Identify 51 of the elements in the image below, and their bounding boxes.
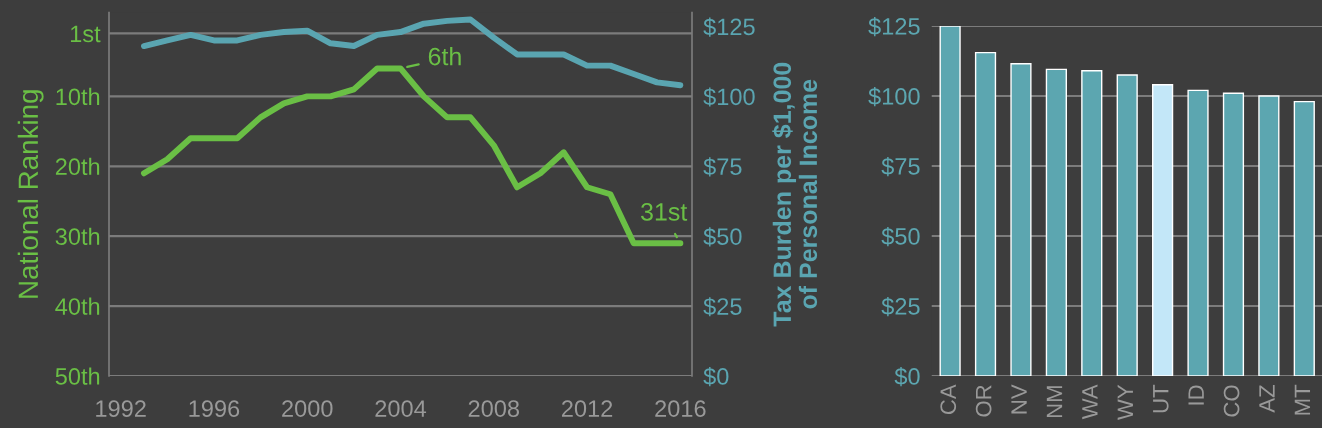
bar	[1187, 89, 1209, 376]
x-tick-label: 2004	[375, 400, 427, 417]
x-tick-label: UT	[1153, 384, 1169, 413]
bar	[1045, 68, 1067, 376]
bar	[939, 26, 961, 376]
x-tick-label: ID	[1188, 385, 1204, 405]
bar	[1258, 95, 1280, 376]
x-tick-label: CO	[1223, 385, 1240, 417]
y-tick-label: $50	[881, 227, 920, 247]
y-axis-title: National Ranking	[17, 90, 44, 298]
bar	[1152, 84, 1174, 376]
x-tick-label: MT	[1294, 384, 1311, 415]
y-tick-label: $0	[894, 367, 920, 387]
x-tick-label: 1996	[189, 400, 240, 417]
y2-tick-label: $75	[703, 157, 742, 177]
x-tick-label: WA	[1082, 384, 1098, 420]
x-tick-label: NV	[1011, 384, 1027, 414]
bar	[1222, 92, 1245, 376]
y-tick-label: 30th	[55, 227, 100, 245]
y-tick-label: 1st	[70, 25, 101, 43]
y-tick-label: 10th	[56, 87, 100, 106]
y2-tick-label: $50	[703, 227, 742, 247]
x-tick-label: 2000	[282, 400, 333, 417]
bar	[1116, 74, 1138, 376]
x-tick-label: 2016	[655, 400, 706, 417]
x-tick-label: 1992	[96, 400, 146, 417]
x-tick-label: OR	[975, 385, 992, 417]
y2-tick-label: $0	[703, 367, 729, 387]
y2-tick-label: $100	[703, 87, 755, 107]
x-tick-label: NM	[1046, 386, 1063, 418]
annotation: 31st	[641, 203, 688, 221]
y2-axis-title: Tax Burden per $1,000 of Personal Income	[772, 62, 818, 327]
y-tick-label: 40th	[55, 297, 100, 315]
bar	[1081, 70, 1103, 376]
y2-tick-label: $125	[703, 17, 755, 37]
x-tick-label: WY	[1117, 384, 1133, 421]
y-tick-label: 20th	[55, 157, 100, 176]
x-tick-label: 2008	[468, 400, 520, 417]
x-tick-label: AZ	[1259, 385, 1275, 413]
bar	[974, 51, 997, 376]
y-tick-label: 50th	[55, 367, 100, 385]
bar	[1293, 100, 1315, 376]
y2-tick-label: $25	[703, 297, 742, 317]
y-tick-label: $100	[868, 87, 920, 107]
annotation: 6th	[428, 47, 461, 66]
y-tick-label: $25	[881, 297, 920, 317]
y-tick-label: $75	[881, 157, 920, 177]
y-tick-label: $125	[868, 17, 920, 37]
x-tick-label: 2012	[561, 400, 613, 417]
bar	[1010, 63, 1032, 376]
x-tick-label: CA	[940, 384, 957, 415]
